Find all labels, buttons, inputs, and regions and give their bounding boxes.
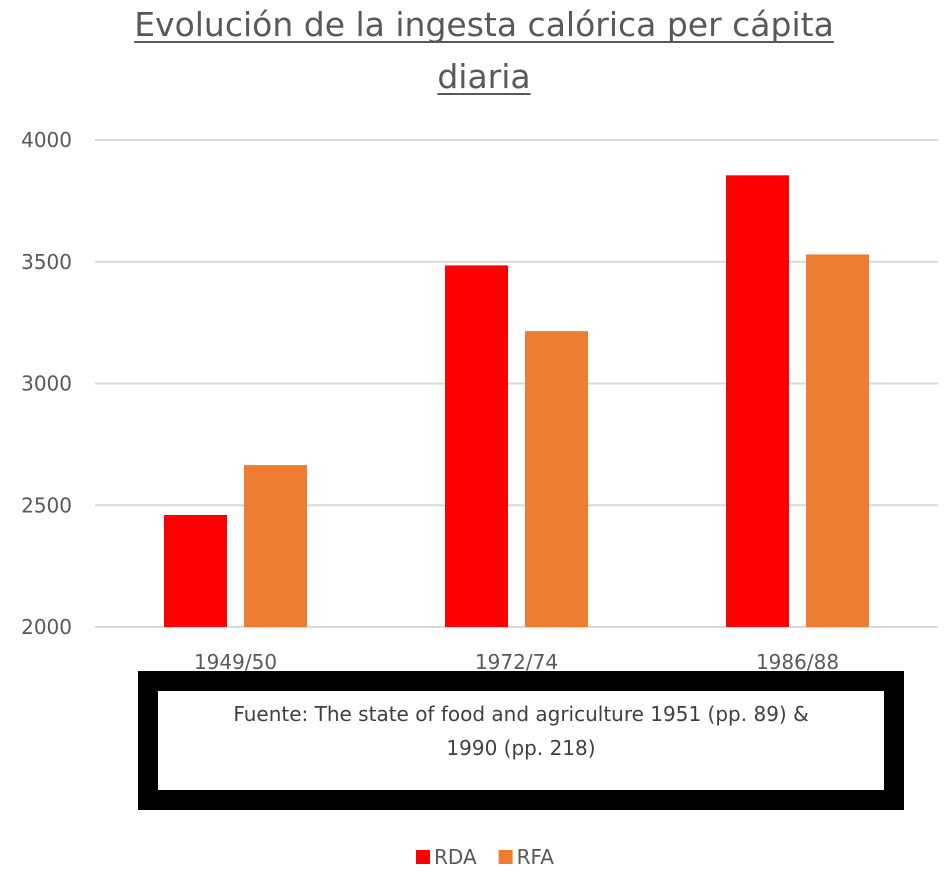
gridlines	[95, 139, 938, 628]
bar-rda-1972-74	[445, 265, 508, 627]
legend-swatch-rda	[416, 850, 430, 864]
source-note-box: Fuente: The state of food and agricultur…	[138, 671, 904, 810]
bar-rfa-1986-88	[806, 254, 869, 627]
x-category-label-1949-50: 1949/50	[194, 650, 277, 674]
bar-rfa-1972-74	[525, 331, 588, 627]
y-tick-label-2500: 2500	[21, 493, 72, 517]
legend-label-rda: RDA	[434, 845, 477, 869]
bars	[164, 175, 869, 627]
y-axis-ticks: 2000 2500 3000 3500 4000	[21, 128, 72, 639]
bar-rda-1986-88	[726, 175, 789, 627]
legend-label-rfa: RFA	[517, 845, 555, 869]
x-axis-categories: 1949/50 1972/74 1986/88	[194, 650, 839, 674]
legend: RDA RFA	[416, 845, 554, 869]
bar-rda-1949-50	[164, 514, 227, 627]
legend-swatch-rfa	[498, 850, 513, 864]
y-tick-label-3000: 3000	[21, 372, 72, 396]
chart-title-line-1: Evolución de la ingesta calórica per cáp…	[134, 5, 834, 44]
bar-rfa-1949-50	[244, 465, 307, 627]
y-tick-label-2000: 2000	[21, 615, 72, 639]
chart-title-line-2: diaria	[437, 57, 530, 96]
x-category-label-1986-88: 1986/88	[756, 650, 839, 674]
source-note-line-2: 1990 (pp. 218)	[446, 736, 596, 760]
source-note-line-1: Fuente: The state of food and agricultur…	[233, 702, 809, 726]
y-tick-label-4000: 4000	[21, 128, 72, 152]
chart-title: Evolución de la ingesta calórica per cáp…	[134, 5, 834, 96]
y-tick-label-3500: 3500	[21, 250, 72, 274]
source-note: Fuente: The state of food and agricultur…	[158, 697, 884, 765]
x-category-label-1972-74: 1972/74	[475, 650, 558, 674]
